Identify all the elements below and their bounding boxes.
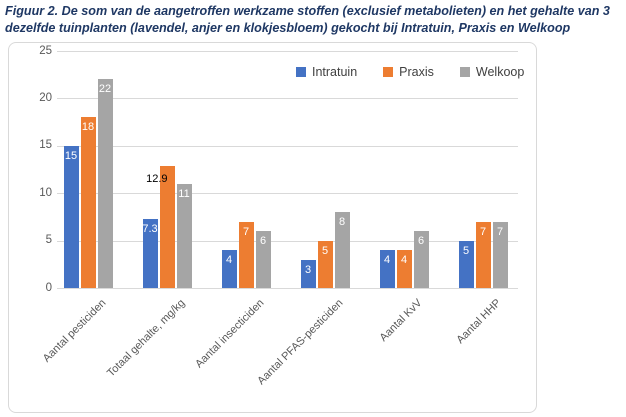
bar-praxis-5 — [475, 221, 491, 288]
bar-value-label: 7.3 — [142, 222, 158, 235]
bar-praxis-3 — [317, 240, 333, 288]
bar-value-label: 8 — [338, 216, 346, 229]
bar-praxis-1 — [159, 165, 175, 288]
gridline — [57, 145, 518, 147]
bar-value-label: 4 — [383, 254, 391, 267]
legend-item-welkoop: Welkoop — [459, 65, 525, 79]
bar-value-label: 11 — [178, 187, 190, 200]
bar-value-label: 15 — [64, 149, 78, 162]
bar-welkoop-4 — [413, 231, 429, 288]
legend-swatch-icon — [459, 67, 470, 77]
y-axis-tick-label: 0 — [45, 281, 52, 294]
chart-frame — [8, 42, 537, 413]
bar-intratuin-2 — [221, 250, 237, 288]
bar-value-label: 18 — [81, 121, 95, 134]
bar-value-label: 6 — [417, 235, 425, 248]
bar-value-label: 6 — [259, 235, 267, 248]
figure-title-line1: Figuur 2. De som van de aangetroffen wer… — [5, 4, 610, 18]
gridline — [57, 51, 518, 52]
legend-swatch-icon — [296, 67, 306, 77]
y-axis-tick-label: 10 — [39, 186, 52, 199]
bar-intratuin-5 — [458, 240, 474, 288]
bar-intratuin-4 — [379, 250, 395, 288]
legend-label: Praxis — [399, 65, 434, 79]
bar-intratuin-1 — [142, 218, 158, 288]
legend-swatch-icon — [383, 67, 394, 77]
bar-praxis-0 — [80, 117, 96, 288]
figure-title: Figuur 2. De som van de aangetroffen wer… — [5, 3, 623, 36]
bar-intratuin-3 — [300, 259, 316, 288]
legend-item-praxis: Praxis — [383, 65, 434, 79]
bar-value-label: 3 — [304, 263, 312, 276]
bar-praxis-2 — [238, 221, 254, 288]
bar-praxis-4 — [396, 250, 412, 288]
bar-value-label: 12.9 — [146, 172, 168, 185]
gridline — [57, 98, 518, 100]
bar-value-label: 7 — [496, 225, 504, 238]
bar-welkoop-5 — [492, 221, 508, 288]
gridline — [57, 240, 518, 242]
bar-welkoop-1 — [176, 183, 192, 288]
gridline — [57, 288, 518, 289]
figure-title-line2: dezelfde tuinplanten (lavendel, anjer en… — [5, 20, 571, 35]
bar-value-label: 4 — [225, 254, 233, 267]
bar-value-label: 5 — [462, 244, 470, 257]
bar-intratuin-0 — [63, 145, 79, 288]
bar-value-label: 7 — [242, 225, 250, 238]
bar-welkoop-2 — [255, 231, 271, 288]
legend-label: Welkoop — [475, 65, 525, 79]
gridline — [57, 193, 518, 195]
bar-value-label: 7 — [479, 225, 487, 238]
y-axis-tick-label: 15 — [39, 139, 52, 152]
bar-welkoop-3 — [334, 212, 350, 288]
bar-value-label: 5 — [321, 244, 329, 257]
y-axis-tick-label: 5 — [45, 234, 52, 247]
y-axis-tick-label: 20 — [39, 91, 52, 104]
bar-value-label: 22 — [98, 83, 112, 96]
legend: Intratuin Praxis Welkoop — [296, 63, 524, 81]
bar-welkoop-0 — [97, 79, 113, 288]
y-axis-tick-label: 25 — [39, 44, 52, 57]
bar-value-label: 4 — [400, 254, 408, 267]
legend-item-intratuin: Intratuin — [296, 65, 357, 79]
legend-label: Intratuin — [312, 65, 358, 79]
